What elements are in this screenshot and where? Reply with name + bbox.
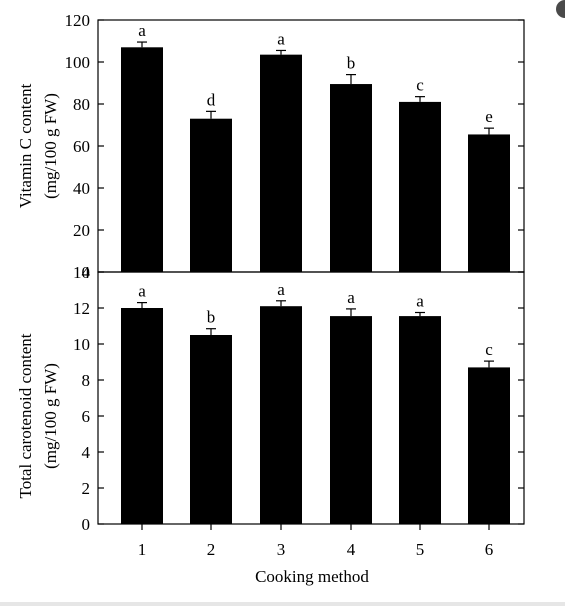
carotenoid-bar bbox=[468, 367, 510, 524]
vitamin-c-ytick-label: 80 bbox=[73, 95, 90, 114]
carotenoid-significance-label: a bbox=[277, 280, 285, 299]
carotenoid-ytick-label: 12 bbox=[73, 299, 90, 318]
carotenoid-ytick-label: 4 bbox=[82, 443, 91, 462]
vitamin-c-significance-label: a bbox=[277, 29, 285, 48]
vitamin-c-bar bbox=[468, 134, 510, 272]
vitamin-c-ytick-label: 40 bbox=[73, 179, 90, 198]
vitamin-c-bar bbox=[330, 84, 372, 272]
vitamin-c-significance-label: c bbox=[416, 76, 424, 95]
carotenoid-xtick-label: 4 bbox=[347, 540, 356, 559]
vitamin-c-ytick-label: 60 bbox=[73, 137, 90, 156]
carotenoid-significance-label: c bbox=[485, 340, 493, 359]
carotenoid-xtick-label: 2 bbox=[207, 540, 216, 559]
vitamin-c-panel: Vitamin C content (mg/100 g FW) 0 20 40 60 8… bbox=[16, 11, 525, 282]
carotenoid-xtick-label: 5 bbox=[416, 540, 425, 559]
carotenoid-ytick-label: 2 bbox=[82, 479, 91, 498]
carotenoid-ytick-label: 8 bbox=[82, 371, 91, 390]
carotenoid-xtick-label: 3 bbox=[277, 540, 286, 559]
vitamin-c-bar bbox=[399, 101, 441, 273]
carotenoid-significance-label: a bbox=[416, 292, 424, 311]
vitamin-c-ytick-label: 120 bbox=[65, 11, 91, 30]
vitamin-c-significance-label: d bbox=[207, 90, 216, 109]
carotenoid-ytick-label: 10 bbox=[73, 335, 90, 354]
vitamin-c-ytick-label: 100 bbox=[65, 53, 91, 72]
corner-mark bbox=[556, 0, 565, 18]
vitamin-c-bar bbox=[190, 118, 232, 272]
bottom-rule bbox=[0, 602, 565, 606]
carotenoid-significance-label: a bbox=[138, 282, 146, 301]
carotenoid-bar bbox=[399, 316, 441, 524]
vitamin-c-bar bbox=[260, 54, 302, 273]
carotenoid-bar bbox=[190, 335, 232, 524]
x-axis-title: Cooking method bbox=[255, 567, 369, 586]
carotenoid-significance-label: a bbox=[347, 288, 355, 307]
vitamin-c-significance-label: e bbox=[485, 107, 493, 126]
carotenoid-panel: Total carotenoid content (mg/100 g FW) 0… bbox=[16, 263, 525, 559]
carotenoid-significance-label: b bbox=[207, 308, 216, 327]
vitamin-c-ylabel-line2: (mg/100 g FW) bbox=[41, 93, 60, 199]
carotenoid-ylabel-line2: (mg/100 g FW) bbox=[41, 363, 60, 469]
carotenoid-bar bbox=[260, 306, 302, 524]
carotenoid-ytick-label: 6 bbox=[82, 407, 91, 426]
carotenoid-xtick-label: 6 bbox=[485, 540, 494, 559]
carotenoid-ytick-label: 0 bbox=[82, 515, 91, 534]
vitamin-c-significance-label: b bbox=[347, 54, 356, 73]
vitamin-c-bar bbox=[121, 47, 163, 272]
carotenoid-plot-frame bbox=[97, 271, 525, 525]
vitamin-c-ylabel-line1: Vitamin C content bbox=[16, 83, 35, 208]
vitamin-c-significance-label: a bbox=[138, 21, 146, 40]
vitamin-c-ytick-label: 20 bbox=[73, 221, 90, 240]
carotenoid-xtick-label: 1 bbox=[138, 540, 147, 559]
vitamin-c-ytick-label: 0 bbox=[82, 263, 91, 282]
carotenoid-bar bbox=[121, 308, 163, 524]
carotenoid-bar bbox=[330, 316, 372, 524]
carotenoid-ytick-label: 14 bbox=[73, 263, 91, 282]
carotenoid-ylabel-line1: Total carotenoid content bbox=[16, 333, 35, 498]
